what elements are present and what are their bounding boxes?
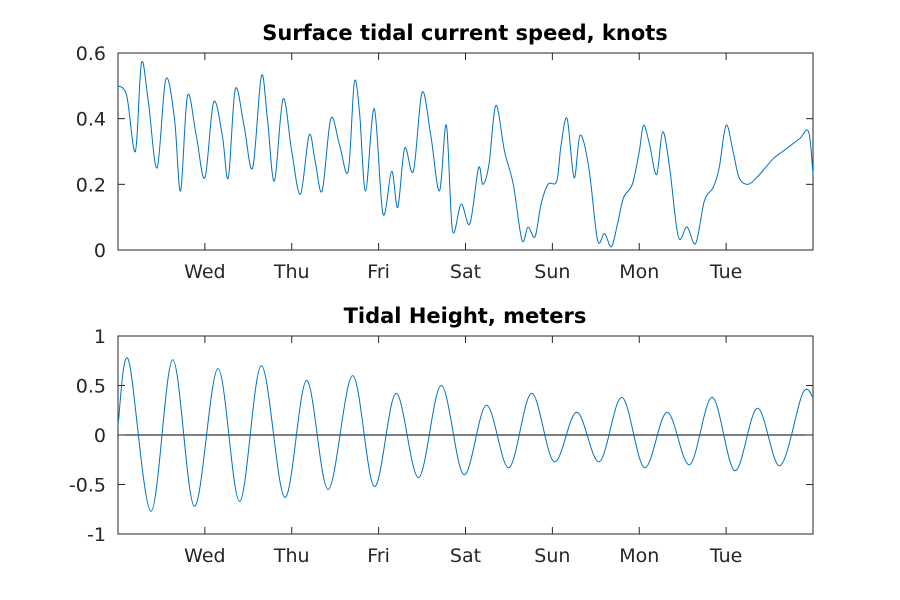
y-tick-label: 0.6 bbox=[76, 43, 106, 65]
chart-title: Tidal Height, meters bbox=[344, 304, 587, 328]
y-tick-label: -0.5 bbox=[69, 475, 106, 497]
y-tick-label: 0.2 bbox=[76, 174, 106, 196]
x-tick-label: Tue bbox=[709, 261, 742, 283]
x-tick-label: Thu bbox=[273, 261, 310, 283]
x-tick-label: Sun bbox=[534, 261, 570, 283]
axes: 0 0.2 0.4 0.6 Wed Thu Fri Sat Sun Mon Tue bbox=[76, 43, 813, 283]
y-tick-label: 0 bbox=[94, 240, 106, 262]
x-tick-label: Mon bbox=[619, 545, 659, 567]
x-tick-label: Wed bbox=[184, 261, 225, 283]
y-tick-label: 0.4 bbox=[76, 109, 106, 131]
x-tick-label: Sat bbox=[450, 261, 481, 283]
x-tick-label: Tue bbox=[709, 545, 742, 567]
x-tick-label: Wed bbox=[184, 545, 225, 567]
tidal-height-line bbox=[117, 357, 814, 512]
x-tick-label: Mon bbox=[619, 261, 659, 283]
x-tick-label: Sat bbox=[450, 545, 481, 567]
y-tick-label: 0.5 bbox=[76, 376, 106, 398]
current-speed-chart: Surface tidal current speed, knots 00.20… bbox=[76, 21, 814, 283]
y-tick-label: 0 bbox=[94, 425, 106, 447]
y-tick-label: 1 bbox=[94, 326, 106, 348]
tidal-height-chart: Tidal Height, meters -1 -0.5 0 0.5 1 Wed Thu Fr… bbox=[69, 304, 814, 567]
current-speed-line bbox=[117, 60, 814, 248]
x-tick-label: Sun bbox=[534, 545, 570, 567]
y-tick-label: -1 bbox=[87, 524, 106, 546]
axes: -1 -0.5 0 0.5 1 Wed Thu Fri Sat Sun Mon Tue bbox=[69, 326, 813, 567]
x-tick-label: Thu bbox=[273, 545, 310, 567]
x-tick-label: Fri bbox=[367, 545, 390, 567]
chart-title: Surface tidal current speed, knots bbox=[262, 21, 668, 45]
plot-area bbox=[117, 52, 814, 251]
x-tick-label: Fri bbox=[367, 261, 390, 283]
